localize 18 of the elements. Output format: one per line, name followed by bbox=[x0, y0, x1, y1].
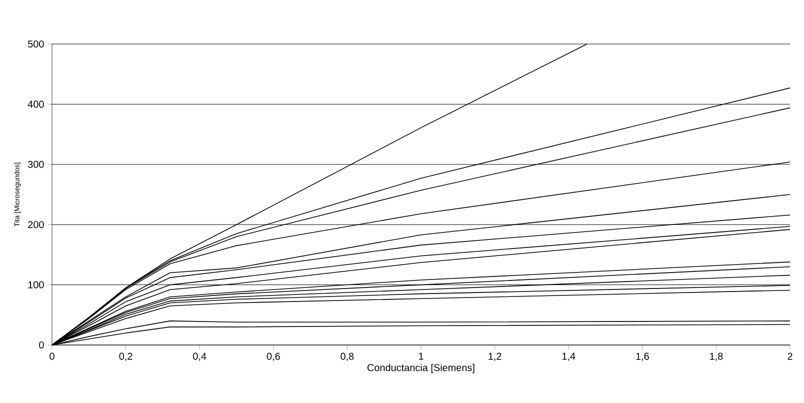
x-tick-label: 1,4 bbox=[562, 352, 576, 361]
y-tick-label: 200 bbox=[28, 221, 44, 228]
x-tick-label: 1,6 bbox=[636, 352, 649, 362]
x-tick-label: 0,6 bbox=[266, 352, 280, 362]
x-tick-label: 1,2 bbox=[488, 352, 502, 362]
x-tick-label: 1 bbox=[419, 352, 424, 360]
y-tick-label: 0 bbox=[39, 341, 44, 349]
x-tick-label: 0 bbox=[50, 352, 54, 360]
x-tick-label: 1,8 bbox=[710, 352, 723, 362]
y-tick-label: 500 bbox=[28, 40, 44, 48]
y-tick-label: 300 bbox=[28, 160, 44, 168]
x-axis-title: Conductancia [Siemens] bbox=[368, 364, 474, 374]
x-tick-label: 0,4 bbox=[193, 352, 206, 362]
y-tick-label: 400 bbox=[28, 100, 44, 108]
y-tick-label: 100 bbox=[28, 281, 44, 288]
x-tick-label: 2 bbox=[788, 352, 792, 360]
x-tick-label: 0,8 bbox=[340, 352, 354, 362]
x-tick-label: 0,2 bbox=[119, 352, 132, 362]
